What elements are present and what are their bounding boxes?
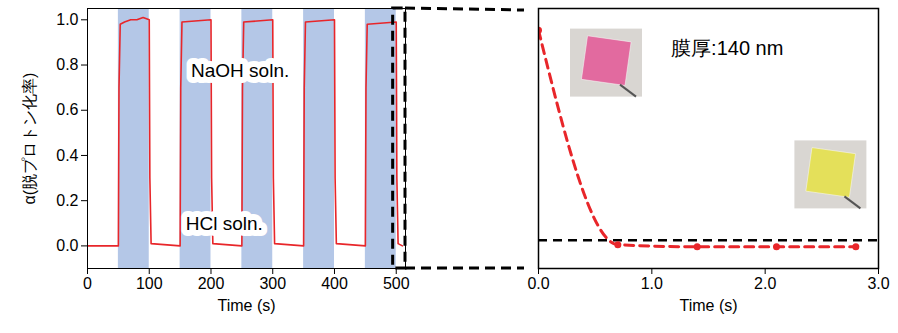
- svg-text:0.2: 0.2: [56, 192, 78, 209]
- svg-text:0.0: 0.0: [56, 237, 78, 254]
- svg-text:3.0: 3.0: [867, 275, 889, 292]
- svg-text:2.0: 2.0: [754, 275, 776, 292]
- svg-text:NaOH soln.: NaOH soln.: [191, 60, 289, 81]
- svg-text:1.0: 1.0: [641, 275, 663, 292]
- svg-text:0: 0: [83, 275, 92, 292]
- svg-text:膜厚:140 nm: 膜厚:140 nm: [671, 37, 783, 59]
- svg-text:400: 400: [321, 275, 348, 292]
- svg-text:100: 100: [136, 275, 163, 292]
- svg-text:Time (s): Time (s): [679, 297, 737, 314]
- svg-text:0.6: 0.6: [56, 101, 78, 118]
- svg-text:HCl soln.: HCl soln.: [186, 213, 263, 234]
- svg-text:200: 200: [198, 275, 225, 292]
- svg-text:500: 500: [383, 275, 410, 292]
- svg-text:0.0: 0.0: [527, 275, 549, 292]
- svg-text:0.4: 0.4: [56, 147, 78, 164]
- svg-text:0.8: 0.8: [56, 56, 78, 73]
- svg-text:α(脱プロトン化率): α(脱プロトン化率): [21, 73, 38, 205]
- svg-text:300: 300: [259, 275, 286, 292]
- svg-text:Time (s): Time (s): [217, 297, 275, 314]
- svg-text:1.0: 1.0: [56, 11, 78, 28]
